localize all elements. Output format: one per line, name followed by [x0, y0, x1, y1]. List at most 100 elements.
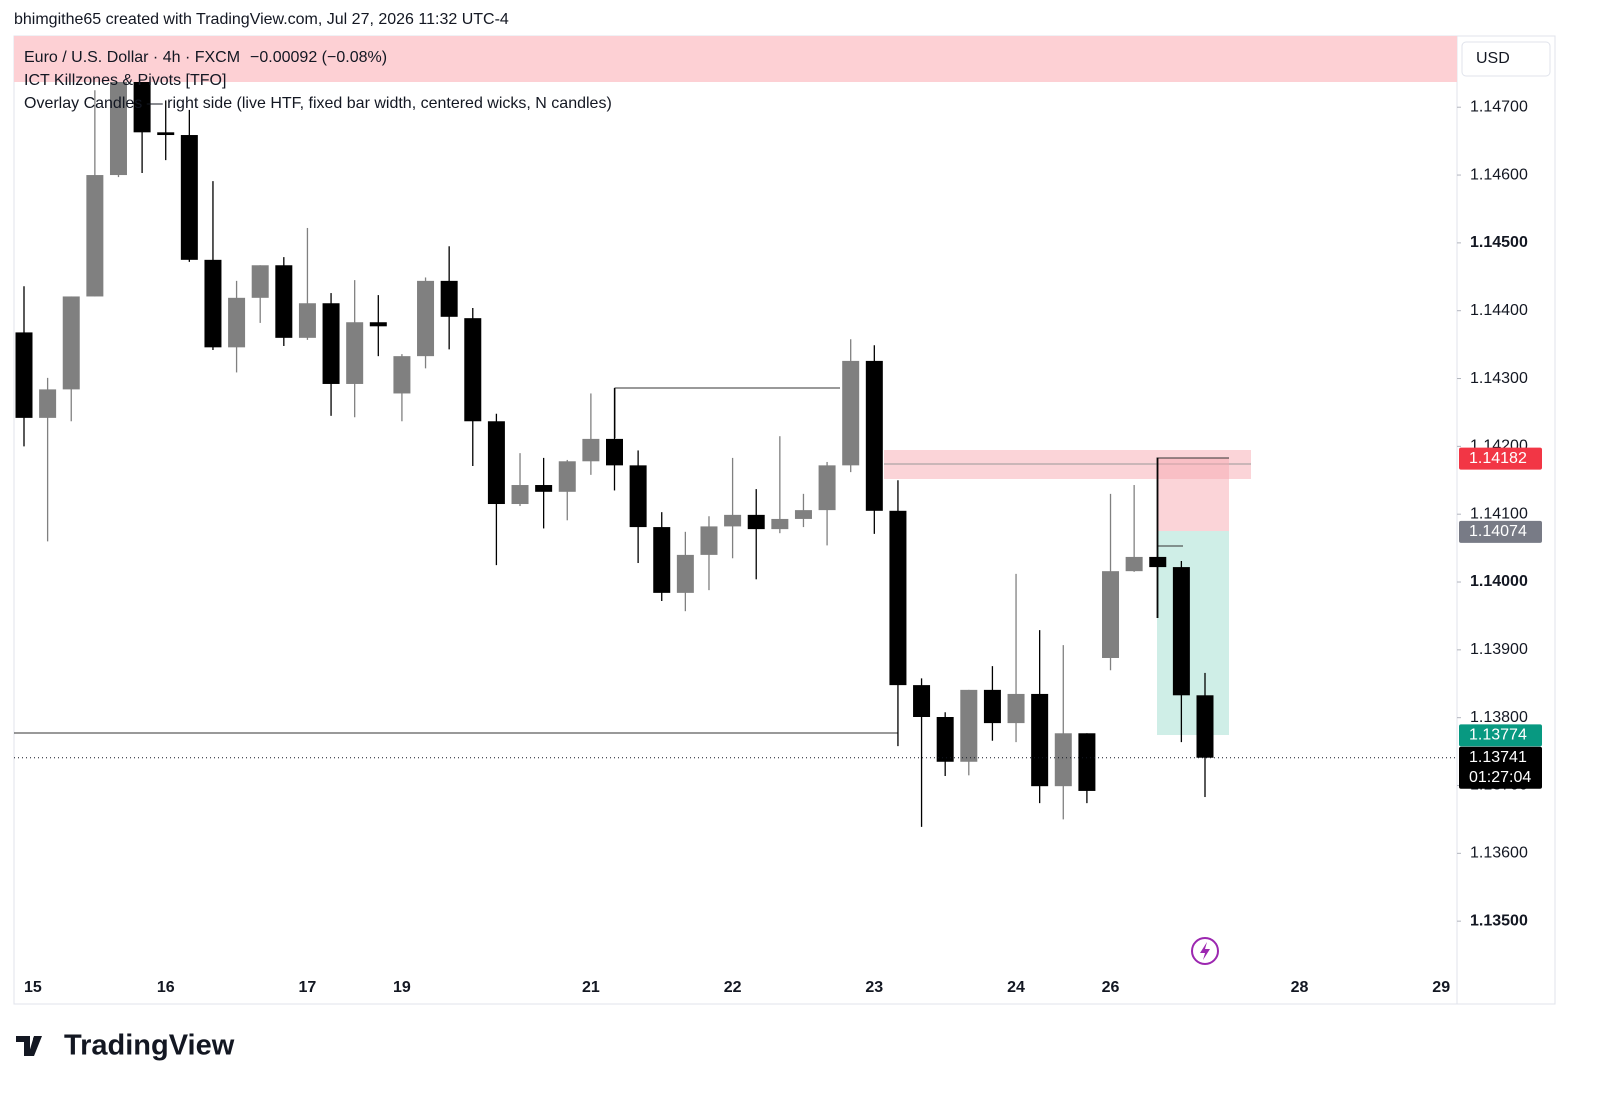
candle-body — [558, 461, 576, 492]
candle-body — [676, 554, 694, 593]
candle-body — [133, 80, 151, 133]
x-tick-label: 16 — [157, 979, 175, 996]
candle-body — [228, 297, 246, 348]
candle-body — [606, 438, 623, 466]
candle-body — [747, 514, 765, 530]
candle-body — [842, 360, 860, 466]
x-tick-label: 17 — [299, 979, 317, 996]
price-label: 1.14074 — [1469, 523, 1527, 540]
x-tick-label: 29 — [1432, 979, 1450, 996]
brand: TradingView — [64, 1030, 235, 1062]
header-band — [14, 36, 1457, 82]
candle-body — [1054, 733, 1072, 787]
candle-body — [724, 514, 742, 527]
candle-body — [369, 322, 387, 327]
candle-body — [865, 360, 883, 511]
candle-body — [1102, 571, 1120, 658]
candle-body — [960, 689, 978, 762]
candle-body — [1172, 567, 1190, 696]
candle-body — [794, 510, 812, 519]
x-tick-label: 22 — [724, 979, 742, 996]
x-tick-label: 23 — [865, 979, 883, 996]
stop-zone — [1157, 458, 1229, 531]
logo — [16, 1036, 42, 1056]
candle-body — [157, 132, 175, 136]
indicator: ICT Killzones & Pivots [TFO] — [24, 72, 226, 89]
candle-body — [417, 280, 435, 357]
y-tick-label: 1.14300 — [1470, 370, 1528, 387]
candle-body — [346, 322, 364, 384]
candle-body — [582, 438, 600, 462]
candle-body — [440, 280, 458, 317]
countdown: 01:27:04 — [1469, 769, 1531, 786]
currency-box[interactable] — [1461, 41, 1551, 77]
candle-body — [298, 303, 316, 338]
y-tick-label: 1.14000 — [1470, 573, 1528, 590]
price-label: 1.13741 — [1469, 749, 1527, 766]
y-tick-label: 1.14600 — [1470, 166, 1528, 183]
y-tick-label: 1.13800 — [1470, 709, 1528, 726]
y-tick-label: 1.13500 — [1470, 912, 1528, 929]
candle-body — [86, 175, 104, 297]
candle-body — [700, 526, 718, 555]
candle-body — [1007, 693, 1025, 724]
currency[interactable]: USD — [1476, 50, 1510, 67]
symbol: Euro / U.S. Dollar · 4h · FXCM — [24, 49, 240, 66]
candle-body — [1196, 695, 1214, 758]
x-tick-label: 21 — [582, 979, 600, 996]
price-label-box — [1459, 520, 1542, 543]
x-tick-label: 28 — [1291, 979, 1309, 996]
candle-body — [275, 265, 293, 338]
change: −0.00092 (−0.08%) — [250, 49, 387, 66]
candle-body — [535, 485, 553, 492]
candle-body — [1078, 733, 1096, 791]
candle-body — [1125, 556, 1143, 572]
candle-body — [464, 318, 482, 422]
candle-body — [818, 465, 836, 511]
x-tick-label: 19 — [393, 979, 411, 996]
y-tick-label: 1.14500 — [1470, 234, 1528, 251]
candle-body — [629, 465, 647, 528]
event-icon-bolt — [1200, 942, 1210, 960]
candle-body — [511, 485, 529, 505]
candle-body — [109, 80, 127, 176]
candle-body — [983, 689, 1001, 724]
price-label-box — [1459, 746, 1542, 789]
price-label-box — [1459, 447, 1542, 470]
logo-dot — [33, 1036, 39, 1042]
candle-body — [15, 332, 33, 418]
y-tick-label: 1.14100 — [1470, 505, 1528, 522]
candle-body — [39, 389, 57, 418]
price-label: 1.14182 — [1469, 450, 1527, 467]
attribution: bhimgithe65 created with TradingView.com… — [14, 11, 509, 28]
candle-body — [653, 527, 671, 593]
candle-body — [322, 303, 340, 384]
candle-body — [936, 716, 954, 762]
indicator: Overlay Candles — right side (live HTF, … — [24, 95, 612, 112]
event-icon[interactable] — [1191, 937, 1219, 965]
y-tick-label: 1.14400 — [1470, 302, 1528, 319]
candle-body — [393, 356, 411, 394]
marks — [15, 60, 1214, 827]
candle-body — [62, 296, 80, 390]
candle-body — [204, 259, 222, 348]
x-tick-label: 15 — [24, 979, 42, 996]
candle-body — [487, 421, 505, 505]
candle-body — [180, 135, 198, 260]
x-tick-label: 24 — [1007, 979, 1025, 996]
y-tick-label: 1.13900 — [1470, 641, 1528, 658]
candle-body — [251, 265, 269, 298]
candle-body — [1149, 556, 1167, 568]
candle-body — [913, 685, 931, 717]
price-label: 1.13774 — [1469, 727, 1527, 744]
candle-body — [1031, 693, 1049, 787]
target-zone — [1157, 531, 1229, 735]
candle-body — [889, 510, 907, 686]
y-tick-label: 1.14700 — [1470, 98, 1528, 115]
price-label-box — [1459, 724, 1542, 747]
candle-body — [771, 518, 789, 530]
y-tick-label: 1.13600 — [1470, 845, 1528, 862]
x-tick-label: 26 — [1102, 979, 1120, 996]
